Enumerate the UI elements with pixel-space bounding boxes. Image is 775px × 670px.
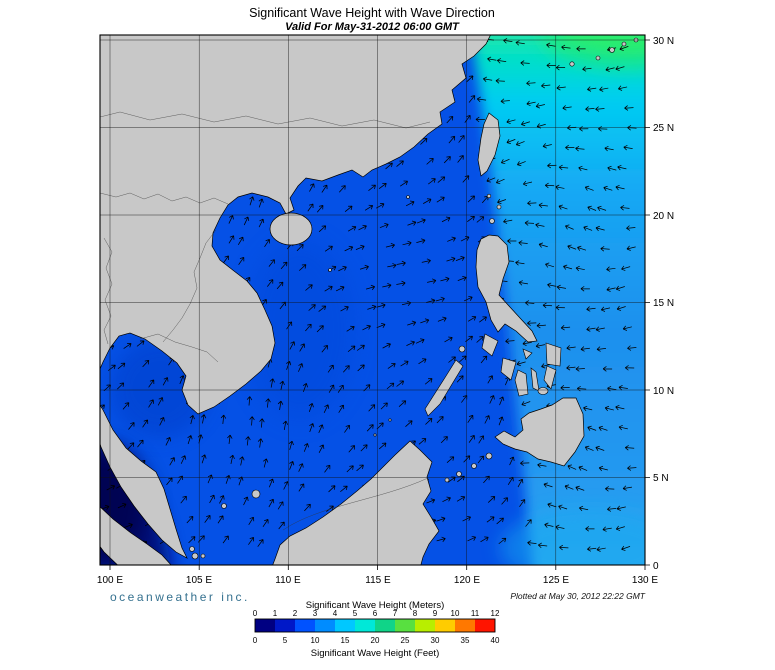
svg-text:3: 3 (313, 609, 318, 618)
lon-label-115e: 115 E (365, 575, 391, 586)
colorbar-meters-ticks: 0 1 2 3 4 5 6 7 8 9 10 11 12 (253, 609, 500, 618)
svg-text:8: 8 (413, 609, 418, 618)
lon-label-130e: 130 E (632, 575, 658, 586)
svg-text:0: 0 (253, 609, 258, 618)
colorbar-border (254, 618, 496, 633)
small-islands (189, 37, 639, 560)
island-taiwan (477, 112, 501, 177)
pacific-wave-region (471, 35, 645, 565)
landmass-malay-peninsula (100, 404, 188, 559)
colorbar (255, 619, 495, 632)
svg-text:4: 4 (333, 609, 338, 618)
valid-time-subtitle: Valid For May-31-2012 06:00 GMT (285, 21, 460, 33)
island-borneo (272, 440, 440, 565)
lon-label-120e: 120 E (454, 575, 480, 586)
svg-text:15: 15 (341, 636, 350, 645)
svg-text:30: 30 (431, 636, 440, 645)
island-leyte (543, 365, 557, 390)
svg-text:12: 12 (491, 609, 500, 618)
svg-text:6: 6 (373, 609, 378, 618)
svg-text:5: 5 (353, 609, 358, 618)
svg-text:10: 10 (451, 609, 460, 618)
celebes-light-region (500, 508, 645, 565)
island-sumatra (100, 506, 172, 565)
page-title: Significant Wave Height with Wave Direct… (249, 6, 495, 20)
svg-text:25: 25 (401, 636, 410, 645)
landmasses (100, 35, 639, 565)
lon-label-100e: 100 E (97, 575, 123, 586)
country-borders (100, 111, 431, 531)
svg-text:7: 7 (393, 609, 398, 618)
svg-text:35: 35 (461, 636, 470, 645)
lat-label-15n: 15 N (653, 298, 674, 309)
colorbar-feet-ticks: 0 5 10 15 20 25 30 35 40 (253, 636, 500, 645)
lat-label-10n: 10 N (653, 386, 674, 397)
svg-text:2: 2 (293, 609, 298, 618)
lon-label-110e: 110 E (275, 575, 301, 586)
oceanweather-brand: oceanweather inc. (110, 590, 250, 604)
vietnam-coast-shade (245, 240, 355, 420)
map-canvas (100, 35, 645, 565)
lat-label-5n: 5 N (653, 473, 669, 484)
island-bohol (537, 387, 549, 395)
colorbar-feet-title: Significant Wave Height (Feet) (311, 648, 439, 659)
svg-text:10: 10 (311, 636, 320, 645)
lon-label-105e: 105 E (186, 575, 212, 586)
island-palawan (424, 359, 464, 417)
lat-label-30n: 30 N (653, 36, 674, 47)
colorbar-meters-title: Significant Wave Height (Meters) (306, 600, 445, 611)
lat-label-0: 0 (653, 561, 659, 572)
landmass-asia-mainland (100, 35, 491, 415)
lat-axis: 30 N 25 N 20 N 15 N 10 N 5 N 0 (653, 36, 674, 572)
svg-text:0: 0 (253, 636, 258, 645)
svg-text:20: 20 (371, 636, 380, 645)
island-hainan (269, 212, 313, 246)
svg-text:11: 11 (471, 609, 480, 618)
island-masbate (522, 348, 533, 360)
lat-label-20n: 20 N (653, 211, 674, 222)
island-mindanao (494, 397, 585, 467)
svg-text:40: 40 (491, 636, 500, 645)
island-negros (514, 369, 529, 397)
map-frame (99, 34, 646, 566)
axis-tickmarks (109, 39, 650, 570)
svg-text:1: 1 (273, 609, 278, 618)
lat-label-25n: 25 N (653, 123, 674, 134)
island-panay (500, 357, 517, 381)
graticule-grid (100, 35, 645, 565)
island-mindoro (481, 333, 499, 357)
plotted-timestamp: Plotted at May 30, 2012 22:22 GMT (510, 591, 645, 601)
lon-label-125e: 125 E (543, 575, 569, 586)
svg-text:5: 5 (283, 636, 288, 645)
svg-text:9: 9 (433, 609, 438, 618)
island-luzon (475, 234, 538, 343)
high-wave-green-core (564, 35, 645, 52)
lon-axis: 100 E 105 E 110 E 115 E 120 E 125 E 130 … (97, 575, 658, 586)
